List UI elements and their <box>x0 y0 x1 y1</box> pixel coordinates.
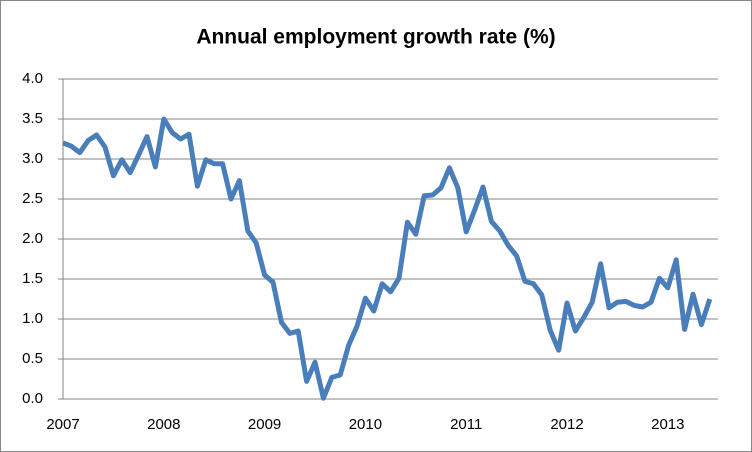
y-tick-label: 0.0 <box>22 390 43 407</box>
y-tick-label: 2.0 <box>22 230 43 247</box>
y-tick-label: 4.0 <box>22 70 43 87</box>
y-tick-label: 2.5 <box>22 190 43 207</box>
x-tick-label: 2007 <box>46 416 79 433</box>
x-tick-label: 2009 <box>248 416 281 433</box>
x-tick-label: 2008 <box>147 416 180 433</box>
data-line <box>62 116 713 401</box>
chart-title: Annual employment growth rate (%) <box>196 26 555 49</box>
y-tick-label: 0.5 <box>22 350 43 367</box>
x-tick-label: 2011 <box>450 416 482 433</box>
y-tick-label: 3.0 <box>22 150 43 167</box>
x-tick-label: 2010 <box>349 416 382 433</box>
y-tick-label: 1.0 <box>22 310 43 327</box>
x-tick-label: 2012 <box>550 416 583 433</box>
y-tick-label: 1.5 <box>22 270 43 287</box>
x-tick-label: 2013 <box>651 416 684 433</box>
y-tick-label: 3.5 <box>22 110 43 127</box>
